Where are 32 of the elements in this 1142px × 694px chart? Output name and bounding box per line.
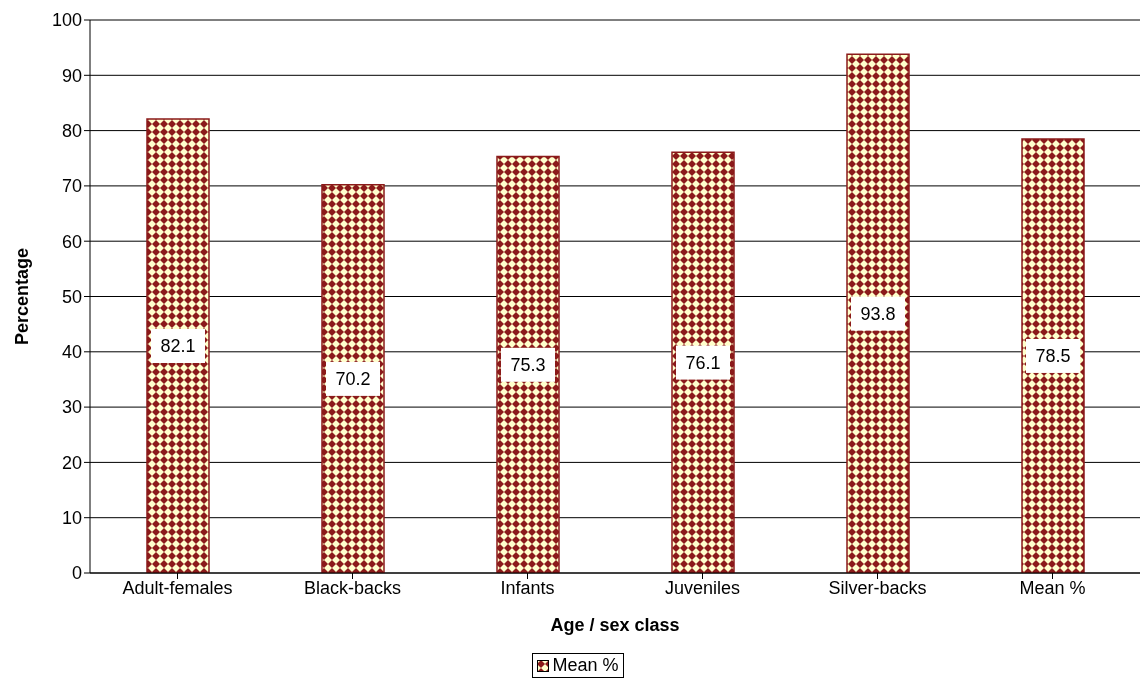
y-tick-label: 10 bbox=[61, 508, 82, 529]
legend-label: Mean % bbox=[552, 655, 619, 676]
bar bbox=[846, 53, 910, 573]
bar bbox=[146, 118, 210, 573]
x-tick-label: Adult-females bbox=[122, 577, 233, 598]
bar bbox=[1021, 138, 1085, 573]
bar bbox=[321, 184, 385, 573]
data-label: 70.2 bbox=[335, 368, 371, 389]
y-axis-title: Percentage bbox=[12, 247, 33, 346]
y-tick-label: 40 bbox=[61, 342, 82, 363]
y-tick-label: 0 bbox=[71, 563, 82, 584]
y-tick-label: 80 bbox=[61, 120, 82, 141]
x-tick-label: Juveniles bbox=[664, 577, 741, 598]
bar bbox=[671, 151, 735, 573]
data-label: 78.5 bbox=[1035, 345, 1071, 366]
x-tick-label: Silver-backs bbox=[828, 577, 927, 598]
x-axis-title: Age / sex class bbox=[550, 615, 680, 635]
y-tick-label: 50 bbox=[61, 286, 82, 307]
data-label: 76.1 bbox=[685, 352, 721, 373]
bar bbox=[496, 155, 560, 573]
x-tick-label: Black-backs bbox=[303, 577, 402, 598]
y-tick-label: 60 bbox=[61, 231, 82, 252]
y-tick-label: 70 bbox=[61, 176, 82, 197]
data-label: 93.8 bbox=[860, 303, 896, 324]
y-tick-label: 100 bbox=[51, 10, 82, 31]
y-tick-label: 90 bbox=[61, 65, 82, 86]
y-tick-label: 30 bbox=[61, 397, 82, 418]
y-tick-label: 20 bbox=[61, 452, 82, 473]
x-tick-label: Mean % bbox=[1019, 577, 1086, 598]
data-label: 82.1 bbox=[160, 335, 196, 356]
x-tick-label: Infants bbox=[500, 577, 555, 598]
data-label: 75.3 bbox=[510, 354, 546, 375]
